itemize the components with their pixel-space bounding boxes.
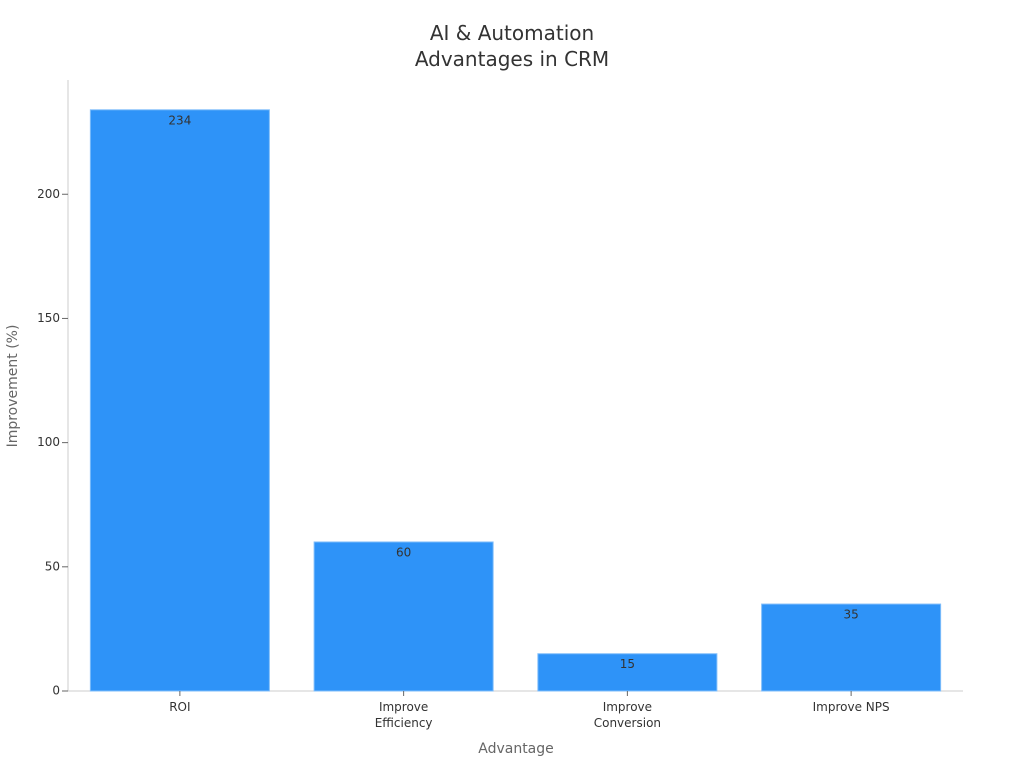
x-tick-label: ROI bbox=[169, 700, 191, 714]
y-tick-label: 50 bbox=[45, 559, 60, 573]
value-label: 234 bbox=[168, 113, 191, 127]
bar bbox=[537, 653, 718, 692]
x-tick-label: Improve NPS bbox=[812, 700, 890, 714]
y-tick-label: 200 bbox=[37, 187, 60, 201]
y-tick-label: 0 bbox=[52, 684, 60, 698]
value-label: 35 bbox=[843, 608, 858, 622]
y-tick-label: 150 bbox=[37, 311, 60, 325]
x-tick-label: Improve Efficiency bbox=[374, 700, 433, 730]
y-axis-label: Improvement (%) bbox=[5, 325, 21, 448]
chart-title: AI & Automation Advantages in CRM bbox=[414, 21, 610, 71]
value-label: 60 bbox=[396, 545, 411, 559]
bar bbox=[89, 109, 270, 692]
y-tick-label: 100 bbox=[37, 435, 60, 449]
x-axis-label: Advantage bbox=[478, 741, 554, 757]
value-label: 15 bbox=[620, 657, 635, 671]
bar bbox=[313, 541, 494, 692]
x-tick-label: Improve Conversion bbox=[593, 700, 662, 730]
